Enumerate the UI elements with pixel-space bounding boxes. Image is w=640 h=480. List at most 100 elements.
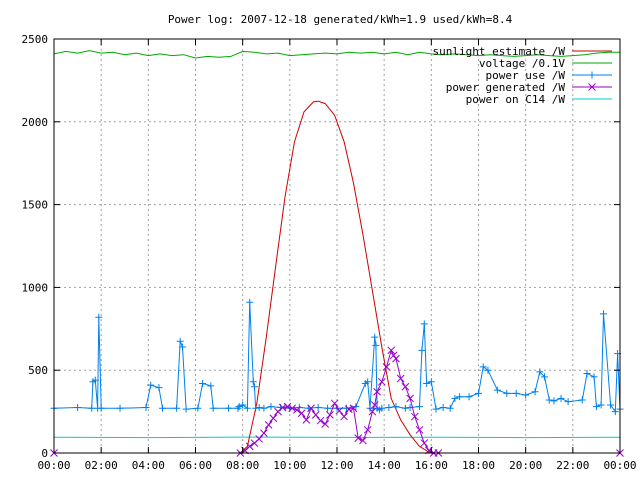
data-point-power-use-w bbox=[465, 393, 473, 401]
x-tick-label: 06:00 bbox=[179, 459, 212, 472]
data-point-power-use-w bbox=[531, 388, 539, 396]
data-point-power-use-w bbox=[246, 298, 254, 306]
data-point-power-use-w bbox=[179, 343, 187, 351]
data-point-power-use-w bbox=[372, 341, 380, 349]
legend-label: power use /W bbox=[486, 69, 566, 82]
data-point-power-generated-w bbox=[354, 434, 363, 442]
data-point-power-use-w bbox=[599, 310, 607, 318]
x-tick-label: 14:00 bbox=[368, 459, 401, 472]
data-point-power-use-w bbox=[239, 401, 247, 409]
data-point-power-use-w bbox=[267, 403, 275, 411]
x-tick-label: 04:00 bbox=[132, 459, 165, 472]
legend-marker bbox=[588, 83, 596, 91]
legend-label: power on C14 /W bbox=[466, 93, 566, 106]
data-point-power-use-w bbox=[199, 379, 207, 387]
data-point-power-use-w bbox=[432, 405, 440, 413]
x-tick-label: 00:00 bbox=[37, 459, 70, 472]
data-point-power-use-w bbox=[158, 404, 166, 412]
data-point-power-use-w bbox=[314, 403, 322, 411]
data-point-power-use-w bbox=[611, 408, 619, 416]
data-point-power-use-w bbox=[91, 376, 99, 384]
x-tick-label: 18:00 bbox=[462, 459, 495, 472]
data-point-power-use-w bbox=[225, 404, 233, 412]
data-point-power-generated-w bbox=[302, 416, 311, 424]
data-point-power-use-w bbox=[550, 397, 558, 405]
data-point-power-use-w bbox=[607, 401, 615, 409]
data-point-power-use-w bbox=[427, 378, 435, 386]
data-point-power-generated-w bbox=[326, 411, 334, 419]
data-point-power-generated-w bbox=[278, 403, 287, 412]
data-point-power-use-w bbox=[479, 363, 487, 371]
data-point-power-generated-w bbox=[316, 416, 325, 425]
data-point-power-generated-w bbox=[297, 409, 306, 418]
axes: 00:00 02:00 04:00 06:00 08:00 10:00 12:00 14:00… bbox=[22, 33, 637, 472]
data-point-power-use-w bbox=[260, 404, 268, 412]
data-point-power-generated-w bbox=[245, 442, 254, 451]
legend-swatch bbox=[572, 83, 612, 91]
data-point-power-use-w bbox=[88, 404, 96, 412]
chart-title: Power log: 2007-12-18 generated/kWh=1.9 … bbox=[168, 13, 513, 26]
data-point-power-generated-w bbox=[260, 429, 268, 437]
data-point-power-use-w bbox=[194, 404, 202, 412]
y-tick-label: 1500 bbox=[22, 199, 49, 212]
data-point-power-generated-w bbox=[368, 407, 377, 416]
data-point-power-use-w bbox=[564, 398, 572, 406]
data-point-power-use-w bbox=[545, 396, 553, 404]
data-point-power-generated-w bbox=[392, 354, 400, 363]
data-point-power-generated-w bbox=[344, 405, 353, 413]
data-point-power-use-w bbox=[324, 404, 332, 412]
data-point-power-use-w bbox=[74, 403, 82, 411]
series-voltage-0-1v bbox=[53, 50, 620, 59]
data-point-power-use-w bbox=[207, 382, 215, 390]
legend-swatch bbox=[572, 71, 612, 79]
data-point-power-generated-w bbox=[389, 351, 398, 360]
data-point-power-use-w bbox=[255, 403, 263, 411]
data-point-power-generated-w bbox=[269, 414, 278, 423]
data-point-power-use-w bbox=[484, 366, 492, 374]
data-point-power-generated-w bbox=[373, 387, 381, 396]
data-point-power-use-w bbox=[173, 404, 181, 412]
data-point-power-use-w bbox=[583, 370, 591, 378]
data-point-power-use-w bbox=[142, 403, 150, 411]
data-point-power-generated-w bbox=[340, 412, 348, 421]
data-point-power-generated-w bbox=[420, 439, 429, 447]
data-point-power-generated-w bbox=[415, 425, 424, 434]
data-point-power-generated-w bbox=[370, 401, 379, 409]
data-point-power-use-w bbox=[493, 386, 501, 394]
data-point-power-generated-w bbox=[283, 402, 292, 411]
data-point-power-generated-w bbox=[321, 420, 330, 428]
x-tick-label: 22:00 bbox=[556, 459, 589, 472]
data-point-power-use-w bbox=[378, 404, 386, 412]
data-point-power-use-w bbox=[250, 383, 258, 391]
legend-label: power generated /W bbox=[446, 81, 566, 94]
data-point-power-use-w bbox=[418, 346, 426, 354]
x-tick-label: 20:00 bbox=[509, 459, 542, 472]
data-point-power-use-w bbox=[423, 379, 431, 387]
series-power-on-c14-w bbox=[53, 436, 621, 439]
data-point-power-use-w bbox=[147, 381, 155, 389]
data-point-power-generated-w bbox=[311, 411, 320, 419]
data-point-power-use-w bbox=[416, 403, 424, 411]
data-point-power-use-w bbox=[451, 394, 459, 402]
data-point-power-generated-w bbox=[377, 377, 386, 386]
data-point-power-use-w bbox=[401, 404, 409, 412]
x-tick-label: 02:00 bbox=[85, 459, 118, 472]
series-line-voltage-0-1v bbox=[53, 50, 620, 59]
y-tick-label: 0 bbox=[41, 447, 48, 460]
data-point-power-use-w bbox=[439, 403, 447, 411]
legend-marker bbox=[588, 71, 596, 79]
data-point-power-use-w bbox=[155, 384, 163, 392]
data-point-power-use-w bbox=[446, 404, 454, 412]
data-point-power-generated-w bbox=[382, 363, 391, 371]
x-tick-label: 10:00 bbox=[273, 459, 306, 472]
data-point-power-use-w bbox=[234, 404, 242, 412]
data-point-power-use-w bbox=[209, 404, 217, 412]
data-point-power-generated-w bbox=[335, 406, 344, 415]
data-point-power-use-w bbox=[371, 333, 379, 341]
y-tick-label: 500 bbox=[28, 364, 48, 377]
data-point-power-generated-w bbox=[264, 420, 273, 429]
data-point-power-generated-w bbox=[401, 382, 410, 391]
data-point-power-generated-w bbox=[387, 346, 396, 355]
